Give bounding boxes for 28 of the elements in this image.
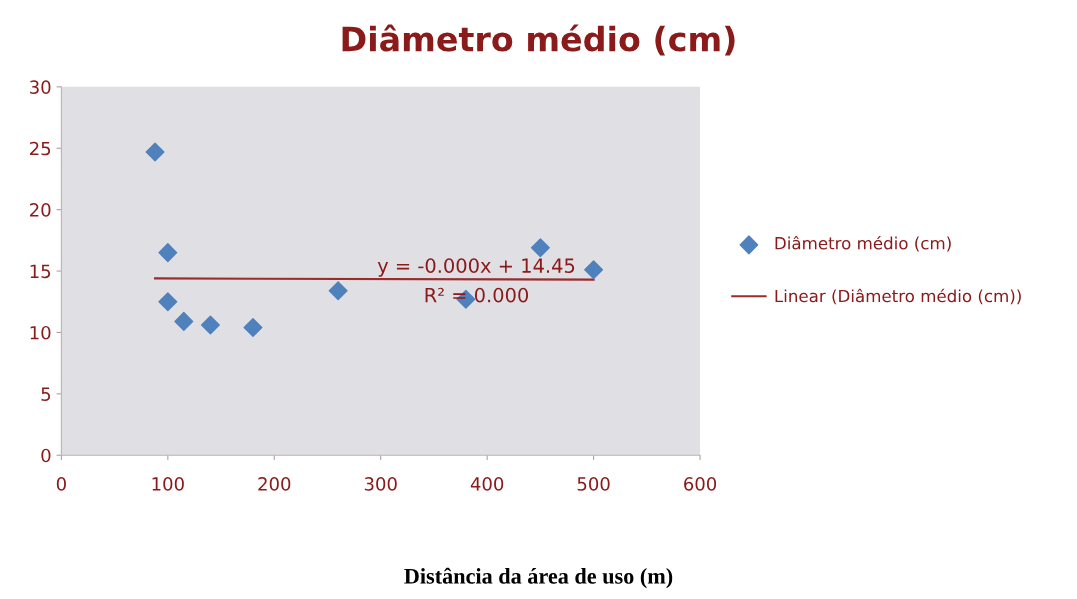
point	[174, 311, 194, 331]
point	[158, 243, 178, 263]
y-tick-label: 10	[30, 325, 51, 340]
y-tick-label: 20	[30, 203, 51, 217]
x-axis-title: Distância da área de uso (m)	[404, 567, 673, 589]
y-tick-label: 5	[41, 387, 51, 401]
x-tick-label: 200	[258, 477, 291, 491]
y-tick-label: 30	[30, 80, 51, 94]
x-tick-label: 0	[56, 477, 66, 491]
x-tick-label: 100	[152, 477, 184, 491]
x-tick-label: 500	[577, 477, 610, 491]
legend-label: Diâmetro médio (cm)	[775, 235, 951, 252]
point	[158, 292, 178, 312]
y-tick-label: 15	[30, 264, 51, 279]
chart-title: Diâmetro médio (cm)	[342, 24, 735, 56]
point	[328, 281, 348, 301]
legend-label: Linear (Diâmetro médio (cm))	[775, 288, 1021, 305]
point	[145, 142, 165, 162]
y-tick-label: 25	[30, 141, 51, 156]
y-tick-label: 0	[41, 448, 51, 463]
x-tick-label: 300	[364, 477, 397, 491]
annotation: y = -0.000x + 14.45	[377, 258, 575, 277]
x-tick-label: 400	[470, 477, 504, 491]
x-tick-label: 600	[684, 477, 717, 491]
point	[530, 238, 550, 258]
point	[243, 318, 263, 338]
point	[584, 260, 604, 280]
point	[200, 315, 220, 335]
